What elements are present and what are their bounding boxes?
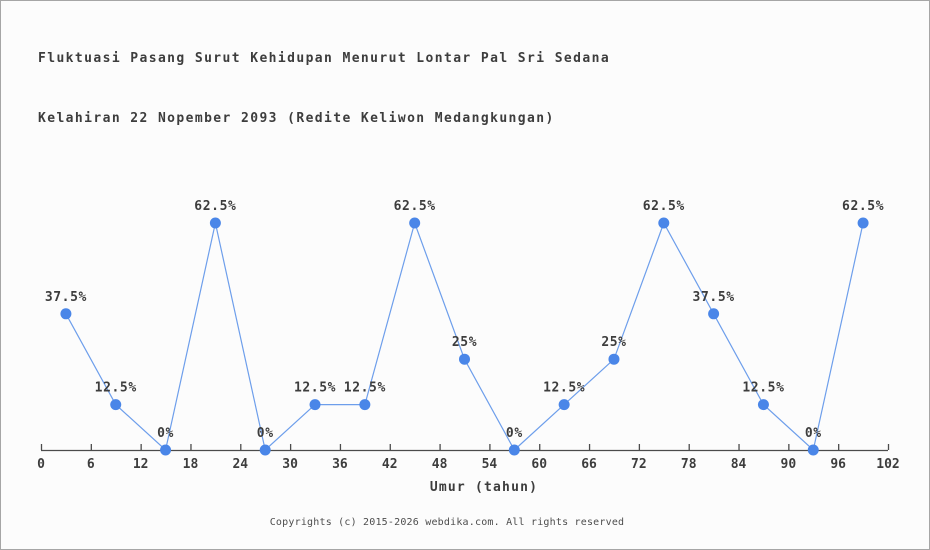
data-point: [409, 217, 421, 229]
x-axis-tick-label: 36: [332, 457, 348, 472]
chart-title-line1: Fluktuasi Pasang Surut Kehidupan Menurut…: [38, 51, 611, 66]
data-point-label: 37.5%: [693, 290, 735, 305]
data-point-label: 62.5%: [194, 199, 236, 214]
data-point: [60, 308, 72, 320]
data-point: [508, 444, 520, 456]
data-point-label: 12.5%: [294, 381, 336, 396]
data-point-label: 25%: [601, 335, 626, 350]
x-axis-tick-label: 66: [581, 457, 597, 472]
x-axis-tick-label: 18: [183, 457, 199, 472]
data-point-label: 62.5%: [842, 199, 884, 214]
data-point: [708, 308, 720, 320]
data-point-label: 0%: [257, 426, 274, 441]
x-axis-tick-label: 48: [432, 457, 448, 472]
data-point: [160, 444, 172, 456]
data-point: [309, 399, 321, 411]
data-point-label: 37.5%: [45, 290, 87, 305]
line-chart: 0 6 12 18 24 30 36 42 48 54 60 66 72 78 84 90 96 102 37.5%…: [37, 199, 900, 495]
x-axis-tick-label: 0: [37, 457, 45, 472]
x-axis-tick-label: 42: [382, 457, 398, 472]
data-point-label: 12.5%: [344, 381, 386, 396]
copyright-text: Copyrights (c) 2015-2026 webdika.com. Al…: [269, 517, 625, 528]
data-point-label: 0%: [805, 426, 822, 441]
data-point: [658, 217, 670, 229]
x-axis-tick-label: 24: [232, 457, 248, 472]
data-point: [608, 353, 620, 365]
x-axis-tick-label: 54: [482, 457, 498, 472]
data-point-label: 12.5%: [95, 381, 137, 396]
x-axis-tick-label: 30: [282, 457, 298, 472]
chart-title: Fluktuasi Pasang Surut Kehidupan Menurut…: [38, 9, 610, 169]
data-point-label: 12.5%: [543, 381, 585, 396]
data-point: [757, 399, 769, 411]
data-point-label: 25%: [452, 335, 477, 350]
x-axis-tick-label: 102: [876, 457, 899, 472]
x-axis-tick-label: 60: [531, 457, 547, 472]
data-point: [558, 399, 570, 411]
data-point: [209, 217, 221, 229]
data-point-label: 12.5%: [742, 381, 784, 396]
data-point: [857, 217, 869, 229]
data-point: [110, 399, 122, 411]
x-axis-tick-label: 96: [830, 457, 846, 472]
data-point: [359, 399, 371, 411]
data-point-label: 0%: [157, 426, 174, 441]
data-point: [807, 444, 819, 456]
data-point: [259, 444, 271, 456]
data-point-label: 62.5%: [394, 199, 436, 214]
x-axis-title: Umur (tahun): [430, 480, 538, 495]
x-axis-tick-label: 6: [87, 457, 95, 472]
data-point-label: 0%: [506, 426, 523, 441]
x-axis-tick-label: 84: [731, 457, 747, 472]
chart-title-line2: Kelahiran 22 Nopember 2093 (Redite Keliw…: [38, 111, 555, 126]
x-axis-tick-label: 12: [133, 457, 149, 472]
x-axis-tick-label: 72: [631, 457, 647, 472]
x-axis-tick-label: 90: [781, 457, 797, 472]
data-point-label: 62.5%: [643, 199, 685, 214]
x-axis-tick-label: 78: [681, 457, 697, 472]
data-point: [459, 353, 470, 365]
